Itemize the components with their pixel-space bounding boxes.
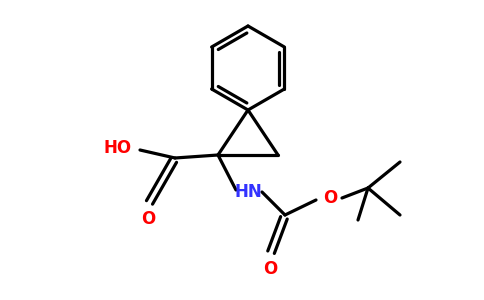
- Text: HO: HO: [104, 139, 132, 157]
- Text: O: O: [263, 260, 277, 278]
- Text: O: O: [141, 210, 155, 228]
- Text: O: O: [323, 189, 337, 207]
- Text: HN: HN: [234, 183, 262, 201]
